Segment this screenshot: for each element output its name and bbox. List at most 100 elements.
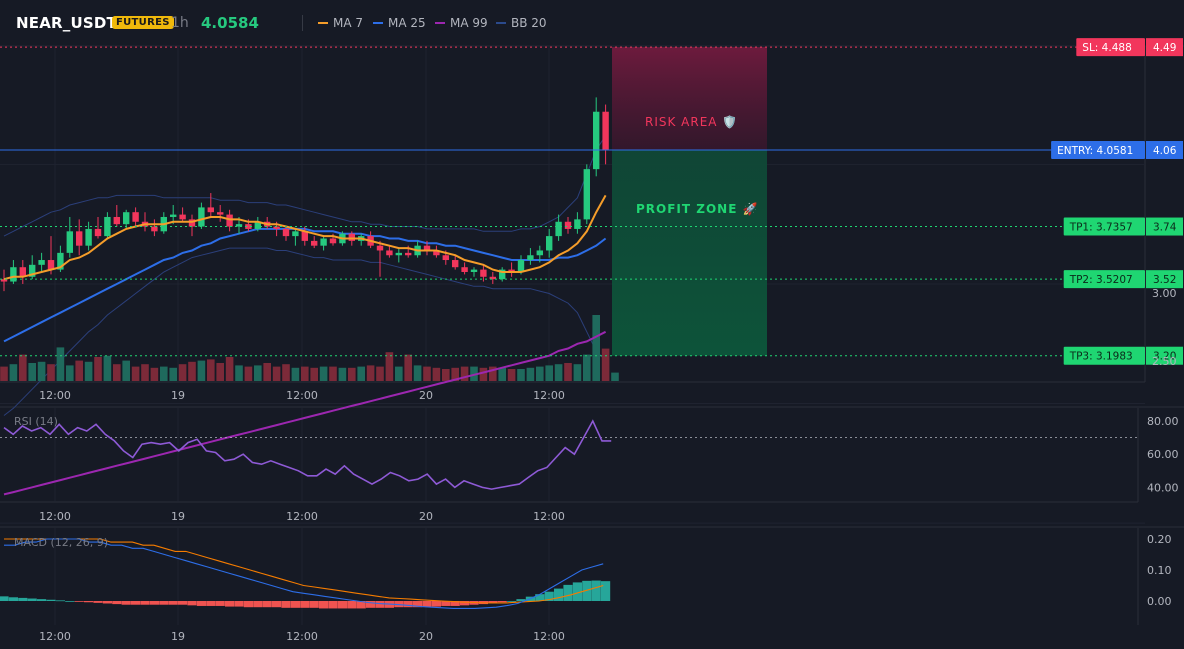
- candle-body: [179, 214, 186, 220]
- macd-histogram-bar: [46, 599, 56, 601]
- timeframe-label[interactable]: 1h: [171, 15, 189, 31]
- candle-body: [320, 238, 327, 246]
- candle-body: [132, 212, 139, 222]
- macd-title: MACD (12, 26, 9): [14, 536, 108, 549]
- volume-bar: [564, 363, 572, 381]
- legend-ma7[interactable]: MA 7: [318, 16, 363, 30]
- legend-ma25[interactable]: MA 25: [373, 16, 426, 30]
- macd-histogram-bar: [601, 581, 611, 601]
- candle-body: [536, 250, 543, 256]
- macd-histogram-bar: [74, 601, 84, 602]
- macd-histogram-bar: [149, 601, 159, 605]
- volume-bar: [451, 367, 459, 381]
- candle-body: [489, 276, 496, 280]
- macd-histogram-bar: [196, 601, 206, 606]
- candle-body: [104, 216, 111, 237]
- candle-body: [470, 269, 478, 272]
- time-tick-macd-0: 12:00: [39, 630, 71, 643]
- macd-histogram-bar: [234, 601, 244, 607]
- macd-histogram-bar: [159, 601, 169, 605]
- macd-histogram-bar: [140, 601, 150, 605]
- macd-histogram-bar: [544, 591, 554, 601]
- macd-histogram-bar: [206, 601, 216, 606]
- price-level-tag-1: [1051, 141, 1145, 159]
- volume-bar: [385, 352, 394, 381]
- volume-bar: [338, 367, 347, 381]
- volume-bar: [28, 363, 36, 381]
- volume-bar: [592, 315, 600, 381]
- candle-body: [480, 269, 487, 277]
- bb-lower-line: [3, 247, 606, 416]
- macd-histogram-bar: [337, 601, 347, 609]
- candle-body: [151, 226, 158, 232]
- candle-body: [395, 252, 402, 256]
- volume-bar: [310, 367, 318, 381]
- macd-tick-1: 0.10: [1147, 564, 1172, 577]
- macd-histogram-bar: [554, 588, 564, 601]
- macd-histogram-bar: [300, 601, 310, 608]
- candle-body: [405, 252, 412, 256]
- macd-histogram-bar: [328, 601, 338, 609]
- bb-upper-line: [3, 135, 607, 237]
- volume-bar: [216, 363, 224, 381]
- rsi-title: RSI (14): [14, 415, 58, 428]
- legend-ma99[interactable]: MA 99: [435, 16, 488, 30]
- symbol-name[interactable]: NEAR_USDT: [16, 14, 117, 32]
- volume-bar: [66, 365, 74, 381]
- price-axis-value-2: 3.74: [1153, 222, 1177, 234]
- macd-histogram-bar: [413, 601, 423, 608]
- macd-histogram-bar: [131, 601, 141, 605]
- volume-bar: [329, 366, 337, 381]
- candle-body: [10, 267, 17, 282]
- price-level-label-3: TP2: 3.5207: [1069, 274, 1133, 286]
- candle-body: [555, 221, 562, 237]
- price-tick-3: 3.00: [1152, 287, 1177, 300]
- macd-histogram-bar: [18, 597, 28, 601]
- candle-body: [452, 260, 459, 268]
- volume-bar: [272, 366, 281, 381]
- volume-bar: [75, 360, 83, 381]
- legend-bb20-swatch: [496, 22, 506, 24]
- candle-body: [282, 228, 290, 237]
- macd-histogram-bar: [488, 601, 498, 604]
- macd-histogram-bar: [347, 601, 357, 609]
- macd-histogram-bar: [243, 601, 253, 608]
- price-level-tag-2: [1063, 217, 1145, 236]
- macd-histogram-bar: [422, 601, 432, 607]
- chart-header: NEAR_USDT FUTURES 1h 4.0584 MA 7 MA 25 M…: [0, 0, 1184, 46]
- candle-body: [113, 216, 120, 225]
- legend-ma7-swatch: [318, 22, 328, 24]
- volume-bar: [545, 365, 553, 381]
- volume-bar: [404, 354, 412, 381]
- candle-body: [602, 111, 609, 150]
- volume-bar: [479, 367, 488, 381]
- candle-body: [499, 269, 506, 280]
- candle-body: [170, 214, 177, 217]
- candle-body: [76, 231, 83, 246]
- legend-bb20-label: BB 20: [511, 16, 547, 30]
- rsi-tick-1: 60.00: [1147, 448, 1179, 461]
- volume-bar: [395, 366, 403, 381]
- time-tick-main-1: 19: [171, 389, 185, 402]
- macd-histogram-bar: [366, 601, 376, 608]
- candle-body: [423, 245, 431, 251]
- macd-tick-2: 0.00: [1147, 595, 1172, 608]
- time-tick-rsi-3: 20: [419, 510, 433, 523]
- volume-bar: [432, 367, 441, 381]
- ma7-line: [3, 194, 607, 281]
- volume-bar: [47, 364, 55, 381]
- macd-histogram-bar: [403, 601, 413, 608]
- time-tick-rsi-2: 12:00: [286, 510, 318, 523]
- time-tick-rsi-4: 12:00: [533, 510, 565, 523]
- legend-bb20[interactable]: BB 20: [496, 16, 547, 30]
- volume-bar: [0, 366, 8, 381]
- candle-body: [508, 269, 515, 272]
- volume-bar: [573, 364, 582, 381]
- candle-body: [123, 212, 130, 225]
- legend-ma99-label: MA 99: [450, 16, 488, 30]
- price-tick-2.5: 2.50: [1152, 355, 1177, 368]
- volume-bar: [460, 366, 469, 381]
- macd-histogram-bar: [102, 601, 112, 604]
- volume-bar: [376, 366, 384, 381]
